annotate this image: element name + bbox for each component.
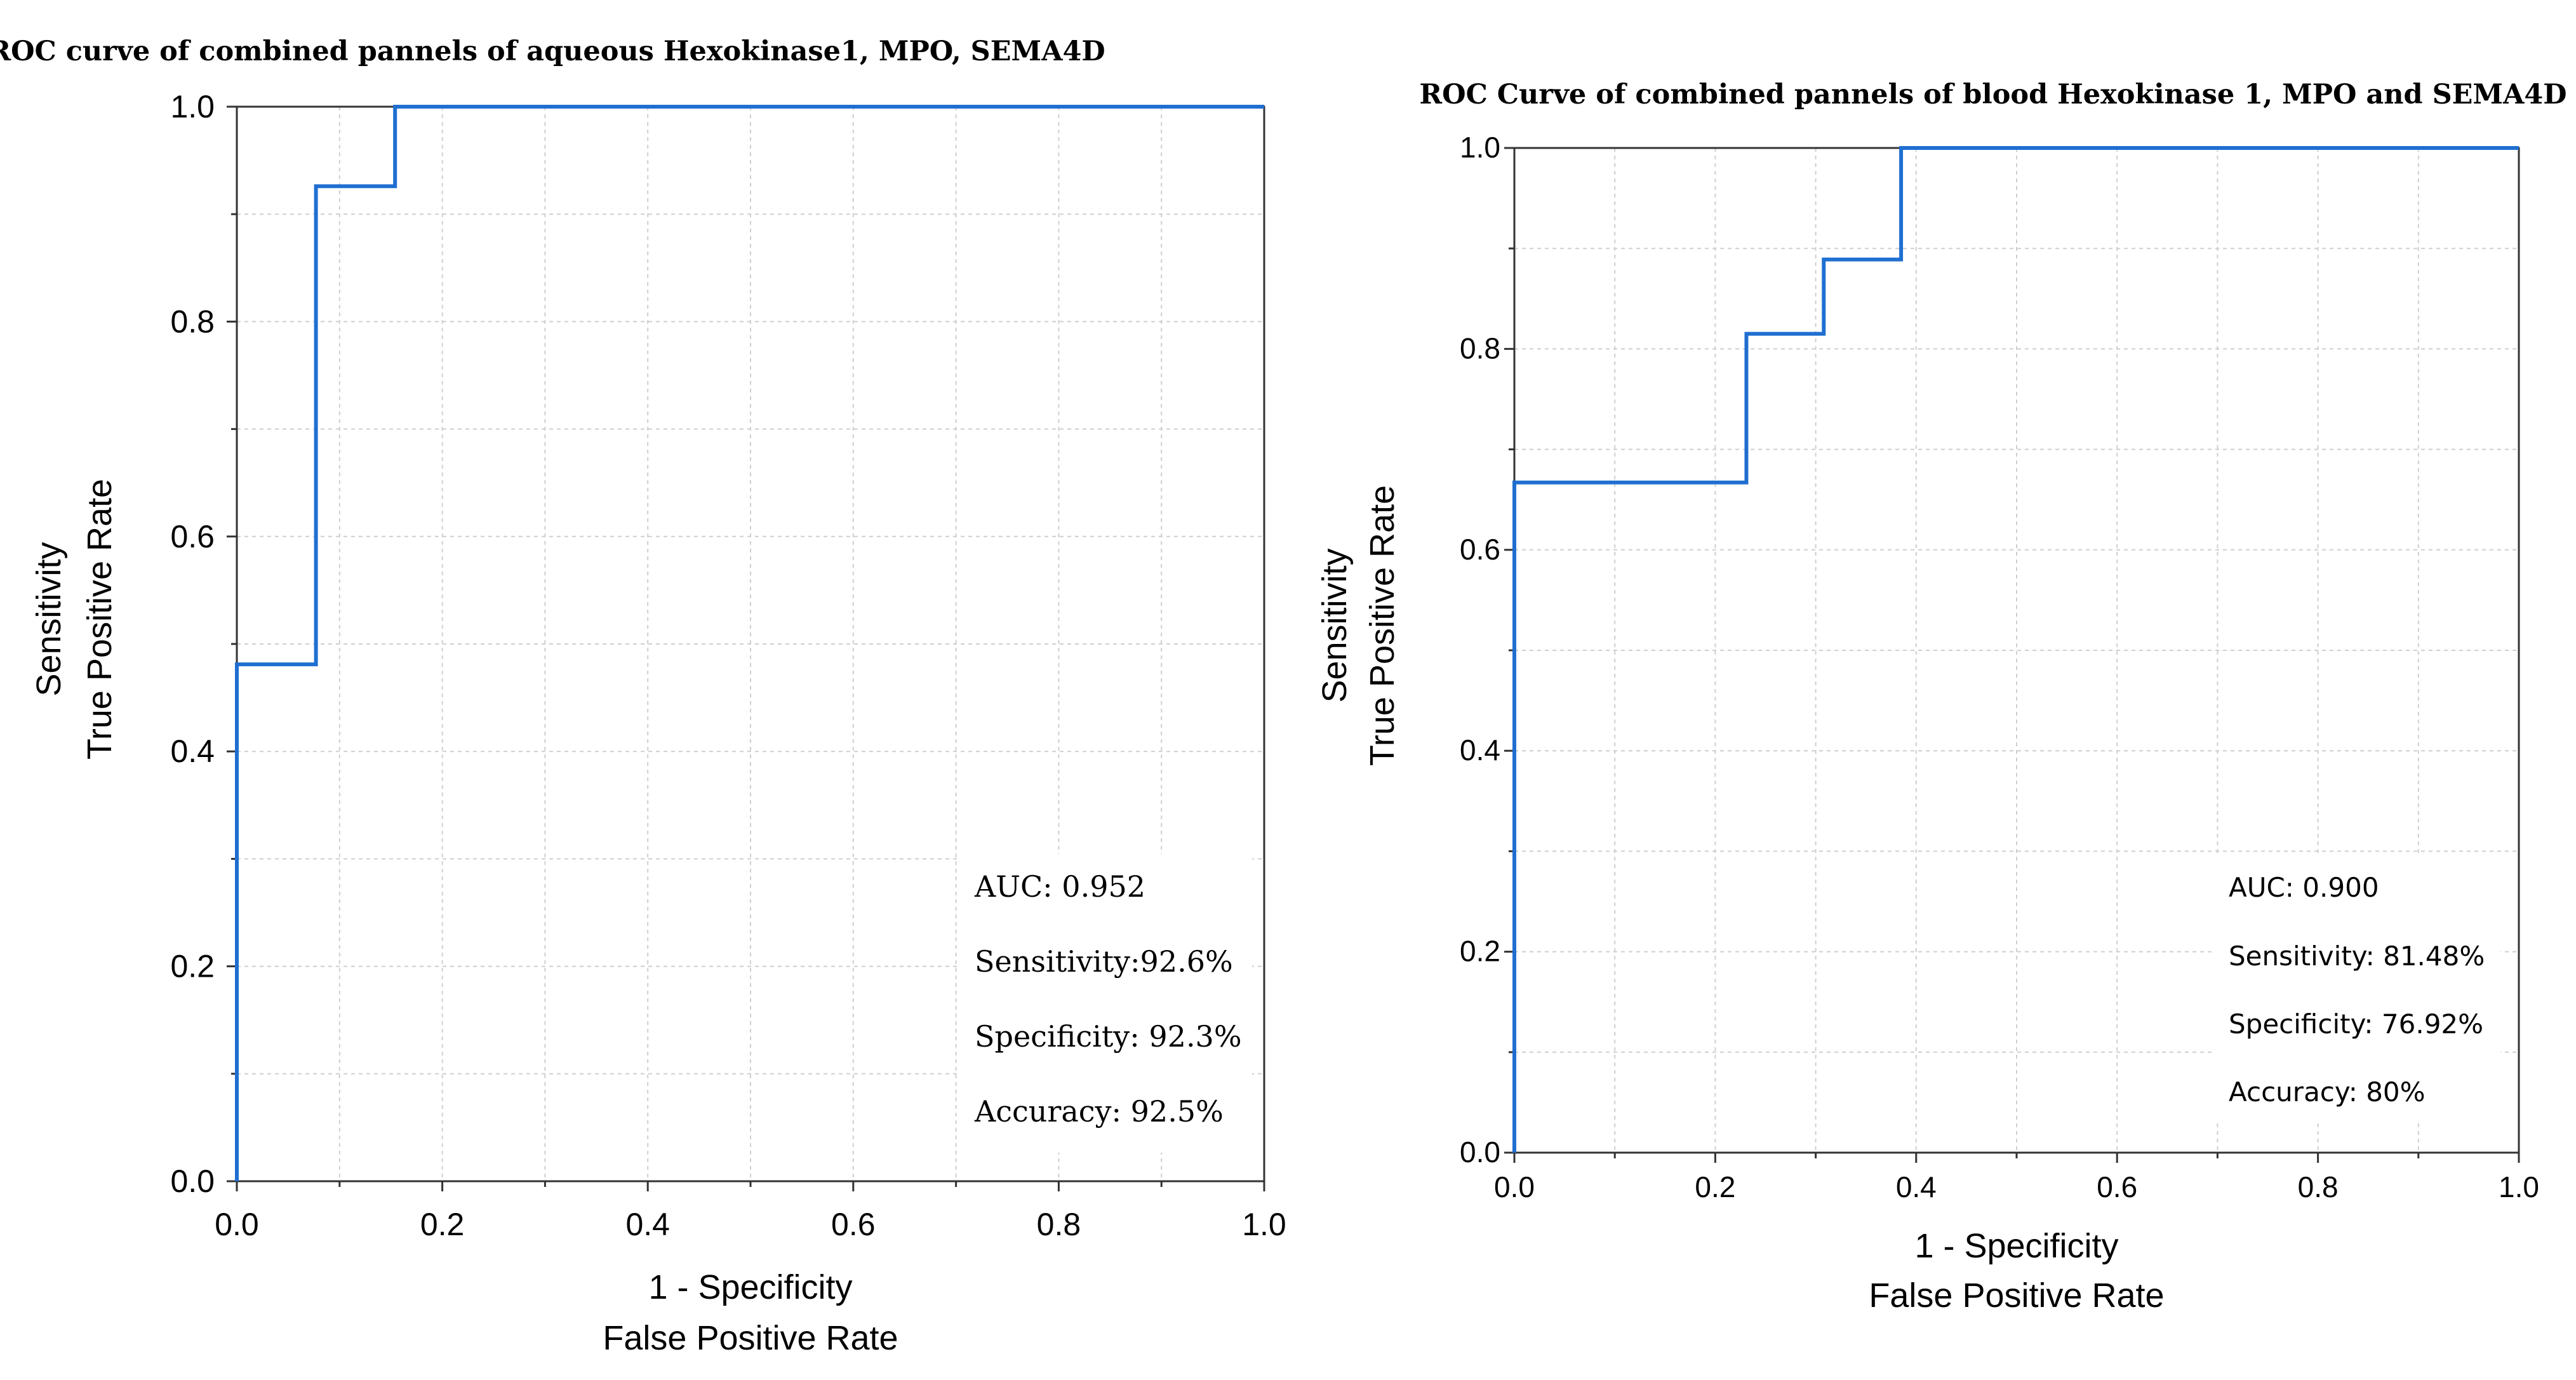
specificity-label: Specificity: 92.3%	[975, 1019, 1242, 1054]
grid	[237, 107, 1264, 1181]
y-tick-label: 0.2	[1460, 935, 1500, 968]
accuracy-label: Accuracy: 80%	[2229, 1076, 2426, 1108]
y-tick-label: 0.8	[1460, 332, 1500, 365]
y-axis-title-line1: Sensitivity	[30, 542, 68, 696]
y-tick-label: 0.8	[170, 304, 215, 339]
stats-box	[960, 854, 1252, 1153]
y-axis-title-line1: Sensitivity	[1316, 548, 1354, 702]
x-tick-label: 0.0	[215, 1207, 259, 1242]
x-axis-title-line1: 1 - Specificity	[1914, 1227, 2118, 1265]
chart-title: ROC Curve of combined pannels of blood H…	[1419, 79, 2566, 111]
x-tick-label: 1.0	[2499, 1170, 2539, 1203]
specificity-label: Specificity: 76.92%	[2229, 1008, 2483, 1040]
y-tick-label: 0.4	[170, 734, 215, 769]
x-tick-label: 1.0	[1242, 1207, 1286, 1242]
x-tick-label: 0.6	[2097, 1170, 2137, 1203]
roc-curve-line	[235, 105, 1264, 1181]
y-tick-label: 0.0	[1460, 1135, 1500, 1169]
y-tick-label: 0.6	[1460, 533, 1500, 566]
sensitivity-label: Sensitivity:92.6%	[975, 944, 1233, 979]
y-tick-label: 1.0	[1460, 131, 1500, 164]
sensitivity-label: Sensitivity: 81.48%	[2229, 941, 2485, 972]
roc-chart-blood: ROC Curve of combined pannels of blood H…	[1316, 79, 2567, 1315]
x-axis-title-line2: False Positive Rate	[603, 1319, 898, 1357]
accuracy-label: Accuracy: 92.5%	[974, 1094, 1224, 1129]
x-tick-label: 0.0	[1494, 1170, 1535, 1203]
roc-curve-line	[1512, 146, 2519, 1153]
y-tick-label: 0.2	[170, 949, 215, 984]
y-axis-title-line2: True Positive Rate	[1363, 485, 1401, 766]
y-tick-labels: 0.0 0.2 0.4 0.6 0.8 1.0	[170, 89, 215, 1199]
x-axis-title-line2: False Positive Rate	[1869, 1276, 2164, 1315]
x-tick-label: 0.2	[420, 1207, 465, 1242]
y-tick-label: 1.0	[170, 89, 215, 124]
x-tick-label: 0.8	[2298, 1170, 2339, 1203]
x-tick-labels: 0.0 0.2 0.4 0.6 0.8 1.0	[1494, 1170, 2539, 1203]
chart-title: ROC curve of combined pannels of aqueous…	[0, 36, 1105, 67]
y-axis-title-line2: True Positive Rate	[81, 479, 119, 760]
x-tick-label: 0.8	[1037, 1207, 1081, 1242]
x-tick-labels: 0.0 0.2 0.4 0.6 0.8 1.0	[215, 1207, 1286, 1242]
y-tick-labels: 0.0 0.2 0.4 0.6 0.8 1.0	[1460, 131, 1500, 1169]
stats-box	[2215, 854, 2500, 1121]
x-tick-label: 0.6	[831, 1207, 876, 1242]
x-tick-label: 0.2	[1695, 1170, 1735, 1203]
roc-chart-aqueous: ROC curve of combined pannels of aqueous…	[0, 36, 1286, 1357]
x-tick-label: 0.4	[625, 1207, 670, 1242]
axis-ticks	[227, 105, 1265, 1191]
auc-label: AUC: 0.952	[974, 869, 1145, 904]
x-tick-label: 0.4	[1896, 1170, 1937, 1203]
y-tick-label: 0.4	[1460, 734, 1500, 767]
y-tick-label: 0.6	[170, 519, 215, 554]
y-tick-label: 0.0	[170, 1163, 215, 1199]
x-axis-title-line1: 1 - Specificity	[648, 1268, 852, 1306]
auc-label: AUC: 0.900	[2229, 872, 2379, 903]
